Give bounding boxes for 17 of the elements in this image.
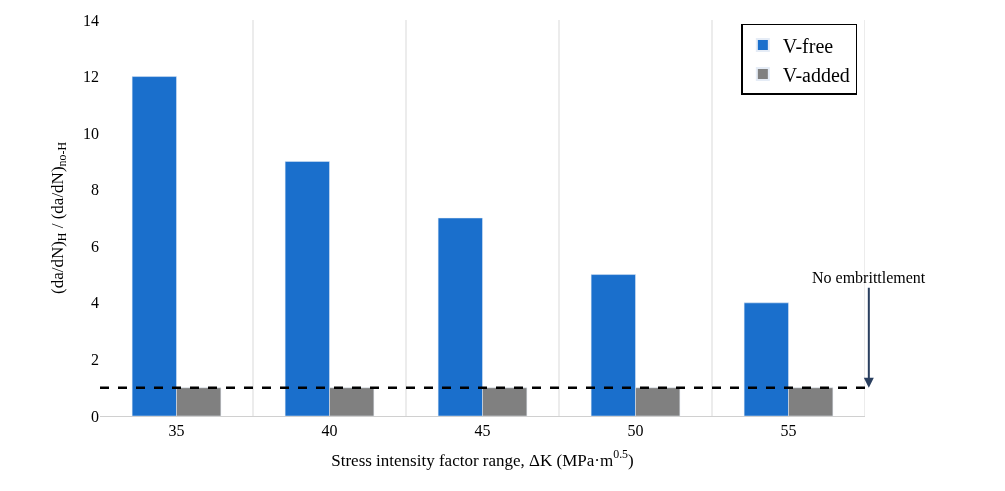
y-tick-label: 6 (91, 237, 99, 255)
ref-line-label: No embrittlement (812, 269, 926, 286)
legend-label: V-added (782, 63, 850, 86)
x-axis-title: Stress intensity factor range, ΔK (MPa·m$^{0.5}$) (331, 447, 634, 470)
x-tick-label: 35 (168, 422, 185, 440)
y-tick-label: 0 (91, 407, 99, 425)
y-tick-label: 14 (83, 11, 99, 29)
y-tick-label: 2 (91, 351, 99, 369)
legend-label: V-free (782, 34, 834, 57)
y-tick-label: 12 (83, 68, 99, 86)
y-tick-label: 10 (83, 124, 99, 142)
y-tick-label: 4 (91, 294, 99, 312)
x-tick-label: 50 (627, 422, 644, 440)
x-tick-label: 55 (780, 422, 797, 440)
x-tick-label: 45 (474, 422, 491, 440)
y-tick-label: 8 (91, 181, 99, 199)
x-tick-label: 40 (321, 422, 338, 440)
